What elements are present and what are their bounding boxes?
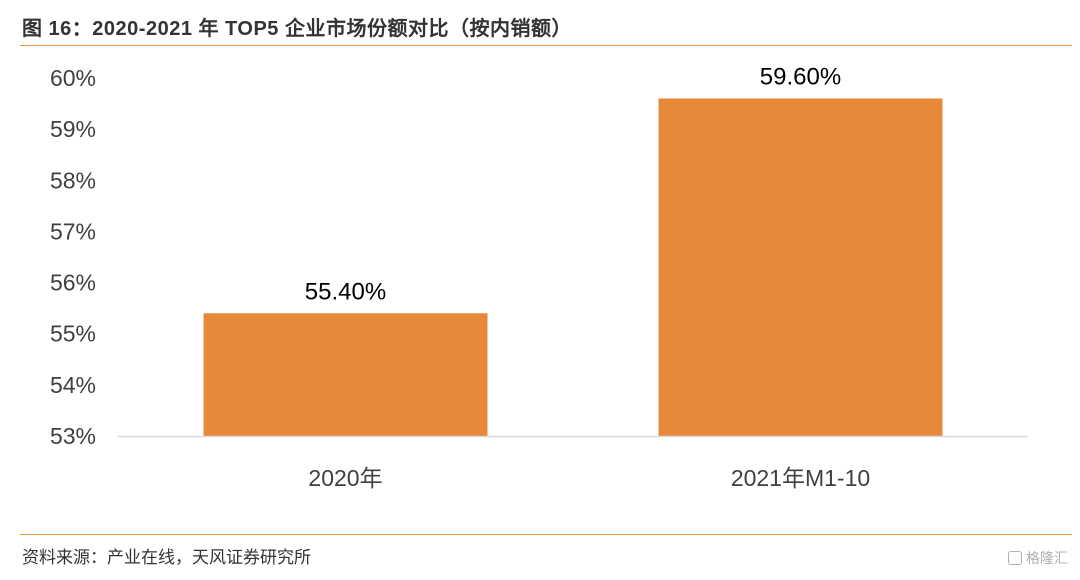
y-tick-label: 55% [50, 321, 96, 347]
watermark: 格隆汇 [1008, 548, 1068, 568]
chart-title: 图 16：2020-2021 年 TOP5 企业市场份额对比（按内销额） [22, 18, 572, 40]
watermark-logo-icon [1008, 551, 1022, 565]
footer-rule [20, 534, 1072, 535]
bar [658, 98, 943, 436]
y-tick-label: 56% [50, 270, 96, 296]
data-label: 55.40% [305, 278, 386, 305]
data-label: 59.60% [760, 63, 841, 90]
x-tick-label: 2021年M1-10 [731, 465, 870, 491]
y-tick-label: 53% [50, 423, 96, 449]
y-tick-label: 58% [50, 167, 96, 193]
bar-chart: 53% 54% 55% 56% 57% 58% 59% 60% 55.40% 2020年 59.60… [50, 63, 1028, 491]
y-tick-label: 57% [50, 218, 96, 244]
y-tick-label: 60% [50, 65, 96, 91]
source-note: 资料来源：产业在线，天风证券研究所 [22, 548, 311, 567]
x-tick-label: 2020年 [308, 465, 382, 491]
watermark-text: 格隆汇 [1026, 550, 1068, 566]
y-tick-label: 54% [50, 372, 96, 398]
title-rule [20, 45, 1072, 46]
bar [203, 313, 488, 436]
y-tick-label: 59% [50, 116, 96, 142]
